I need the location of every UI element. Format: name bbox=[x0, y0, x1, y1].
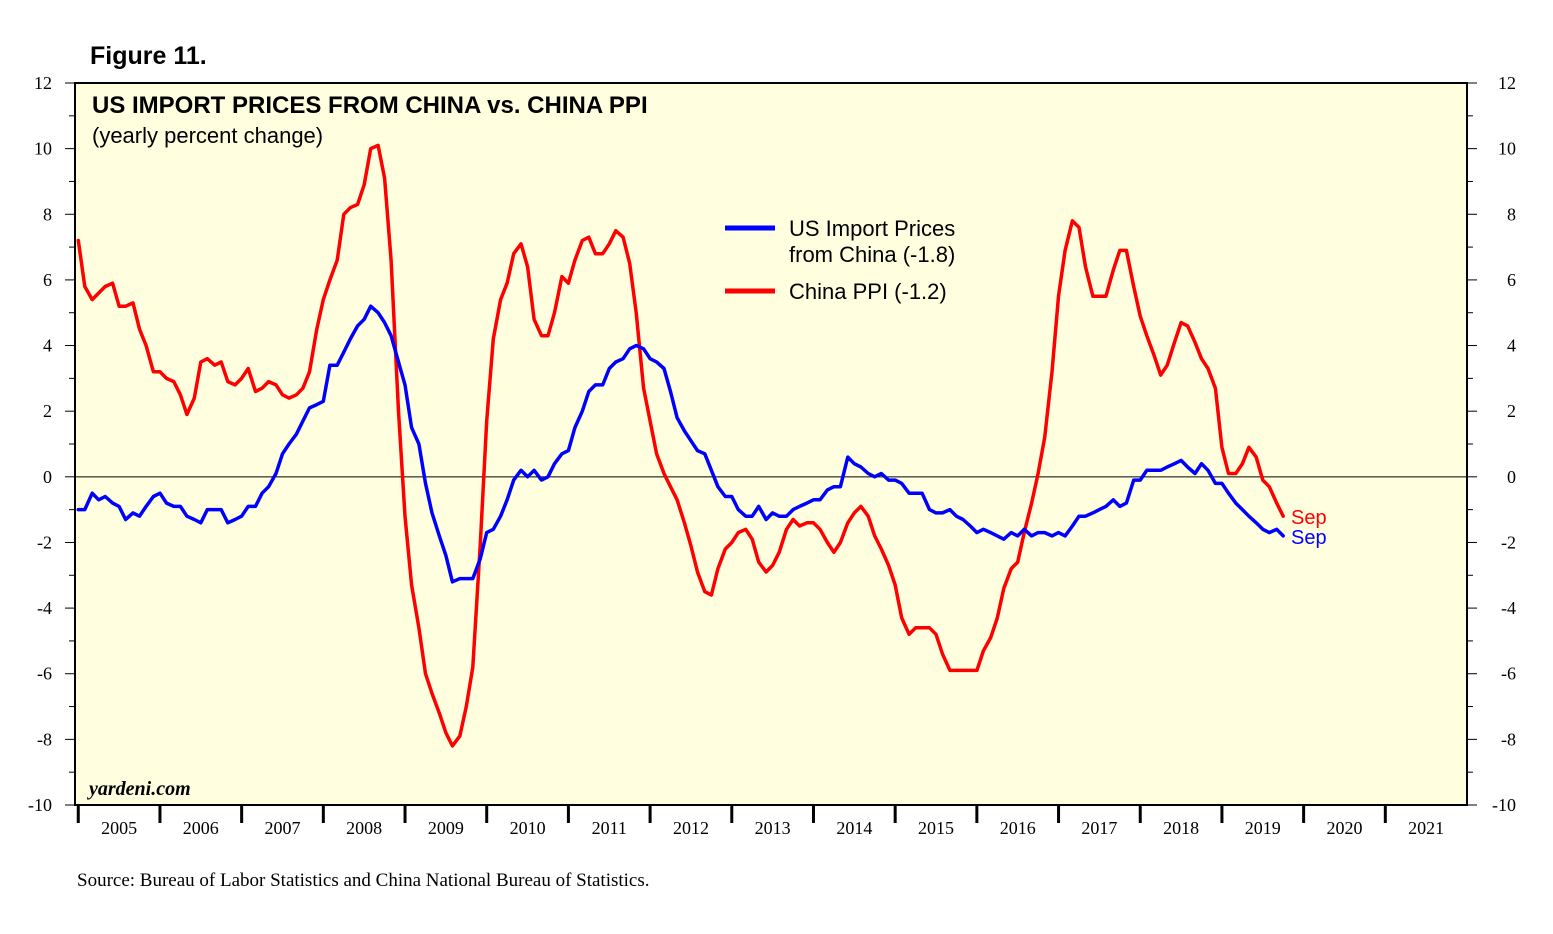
figure-label: Figure 11. bbox=[90, 42, 207, 70]
x-tick-label: 2017 bbox=[1081, 818, 1117, 838]
legend-label-china-ppi: China PPI (-1.2) bbox=[789, 279, 947, 304]
y-tick-label-left: -2 bbox=[37, 532, 52, 552]
y-tick-label-left: 6 bbox=[43, 270, 52, 290]
y-tick-label-left: -10 bbox=[28, 795, 52, 815]
y-tick-label-right: -2 bbox=[1501, 532, 1516, 552]
x-tick-label: 2020 bbox=[1326, 818, 1362, 838]
watermark: yardeni.com bbox=[87, 778, 191, 800]
x-tick-label: 2013 bbox=[755, 818, 791, 838]
y-tick-label-left: -8 bbox=[37, 729, 52, 749]
x-tick-label: 2011 bbox=[592, 818, 627, 838]
x-tick-label: 2016 bbox=[1000, 818, 1036, 838]
y-tick-label-right: 10 bbox=[1498, 139, 1516, 159]
x-tick-label: 2009 bbox=[428, 818, 464, 838]
y-tick-label-right: 8 bbox=[1507, 204, 1516, 224]
end-label-us-import: Sep bbox=[1291, 527, 1327, 549]
series-line-china-ppi bbox=[76, 143, 1285, 748]
y-tick-label-left: 0 bbox=[43, 467, 52, 487]
y-tick-label-left: 8 bbox=[43, 204, 52, 224]
chart-subtitle: (yearly percent change) bbox=[92, 123, 323, 148]
x-tick-label: 2007 bbox=[264, 818, 300, 838]
x-tick-label: 2014 bbox=[836, 818, 872, 838]
axes: 12 12 10 10 8 8 6 6 4 4 2 2 0 0 -2 -2 -4 -4 -6 -6 -8 -8 -10 -10… bbox=[28, 73, 1516, 838]
plot-area bbox=[75, 83, 1467, 805]
x-tick-label: 2012 bbox=[673, 818, 709, 838]
x-tick-label: 2018 bbox=[1163, 818, 1199, 838]
y-tick-label-left: 2 bbox=[43, 401, 52, 421]
legend-label-us-import-line1: US Import Prices bbox=[789, 216, 955, 241]
legend: US Import Prices from China (-1.8) China… bbox=[725, 216, 955, 304]
plot-frame bbox=[74, 82, 1468, 806]
y-tick-label-left: 10 bbox=[34, 139, 52, 159]
x-tick-label: 2010 bbox=[510, 818, 546, 838]
y-tick-label-right: -10 bbox=[1492, 795, 1516, 815]
y-tick-label-right: -8 bbox=[1501, 729, 1516, 749]
series-line-us-import-prices bbox=[76, 304, 1285, 584]
end-label-china-ppi: Sep bbox=[1291, 507, 1327, 529]
y-tick-label-right: -6 bbox=[1501, 664, 1516, 684]
x-tick-label: 2005 bbox=[101, 818, 137, 838]
y-tick-label-left: -4 bbox=[37, 598, 52, 618]
chart-title: US IMPORT PRICES FROM CHINA vs. CHINA PP… bbox=[92, 92, 648, 119]
y-tick-label-right: 6 bbox=[1507, 270, 1516, 290]
x-tick-label: 2006 bbox=[183, 818, 219, 838]
source-note: Source: Bureau of Labor Statistics and C… bbox=[77, 870, 650, 891]
series-layer bbox=[76, 143, 1285, 748]
y-tick-label-right: 4 bbox=[1507, 336, 1516, 356]
y-tick-label-right: 0 bbox=[1507, 467, 1516, 487]
y-tick-label-right: 12 bbox=[1498, 73, 1516, 93]
y-tick-label-left: -6 bbox=[37, 664, 52, 684]
x-tick-label: 2021 bbox=[1408, 818, 1444, 838]
x-tick-label: 2015 bbox=[918, 818, 954, 838]
y-tick-label-left: 4 bbox=[43, 336, 52, 356]
legend-label-us-import-line2: from China (-1.8) bbox=[789, 242, 955, 267]
x-tick-label: 2008 bbox=[346, 818, 382, 838]
x-tick-label: 2019 bbox=[1245, 818, 1281, 838]
y-tick-label-right: 2 bbox=[1507, 401, 1516, 421]
y-tick-label-right: -4 bbox=[1501, 598, 1516, 618]
y-tick-label-left: 12 bbox=[34, 73, 52, 93]
